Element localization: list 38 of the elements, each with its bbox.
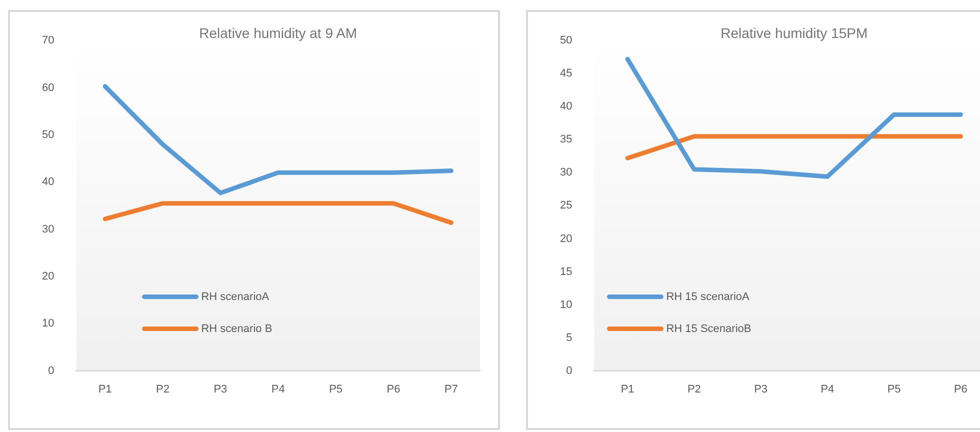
- y-tick-label: 40: [560, 100, 572, 113]
- y-tick-label: 10: [42, 318, 54, 330]
- y-tick-label: 20: [42, 270, 54, 282]
- y-tick-label: 50: [560, 34, 572, 47]
- y-tick-label: 5: [566, 332, 572, 344]
- y-tick-label: 30: [42, 223, 54, 236]
- y-tick-label: 30: [560, 166, 572, 179]
- x-tick-label: P4: [820, 383, 834, 396]
- y-tick-label: 60: [42, 82, 54, 94]
- legend-label: RH scenario B: [201, 322, 272, 335]
- chart-title: Relative humidity at 9 AM: [199, 24, 358, 41]
- x-tick-label: P4: [271, 383, 285, 396]
- x-tick-label: P3: [214, 383, 228, 396]
- y-tick-label: 25: [560, 200, 572, 212]
- y-tick-label: 10: [560, 298, 572, 311]
- x-tick-label: P1: [620, 383, 634, 396]
- x-tick-label: P5: [887, 383, 901, 396]
- y-tick-label: 15: [560, 266, 572, 278]
- legend-label: RH scenarioA: [201, 290, 270, 303]
- x-tick-label: P2: [687, 383, 701, 396]
- x-tick-label: P6: [386, 383, 400, 396]
- y-tick-label: 40: [42, 176, 54, 188]
- y-tick-label: 70: [42, 34, 54, 47]
- legend-label: RH 15 scenarioA: [666, 290, 750, 303]
- x-tick-label: P2: [156, 383, 170, 396]
- legend-label: RH 15 ScenarioB: [666, 322, 752, 335]
- y-tick-label: 35: [560, 134, 572, 146]
- x-tick-label: P5: [329, 383, 343, 396]
- y-tick-label: 0: [566, 364, 572, 377]
- x-tick-label: P6: [954, 383, 968, 396]
- y-tick-label: 50: [42, 128, 54, 141]
- x-tick-label: P7: [444, 383, 458, 396]
- y-tick-label: 0: [48, 364, 54, 377]
- y-tick-label: 20: [560, 232, 572, 245]
- y-tick-label: 45: [560, 68, 572, 80]
- x-tick-label: P3: [754, 383, 768, 396]
- x-tick-label: P1: [98, 383, 112, 396]
- chart-title: Relative humidity 15PM: [720, 24, 868, 41]
